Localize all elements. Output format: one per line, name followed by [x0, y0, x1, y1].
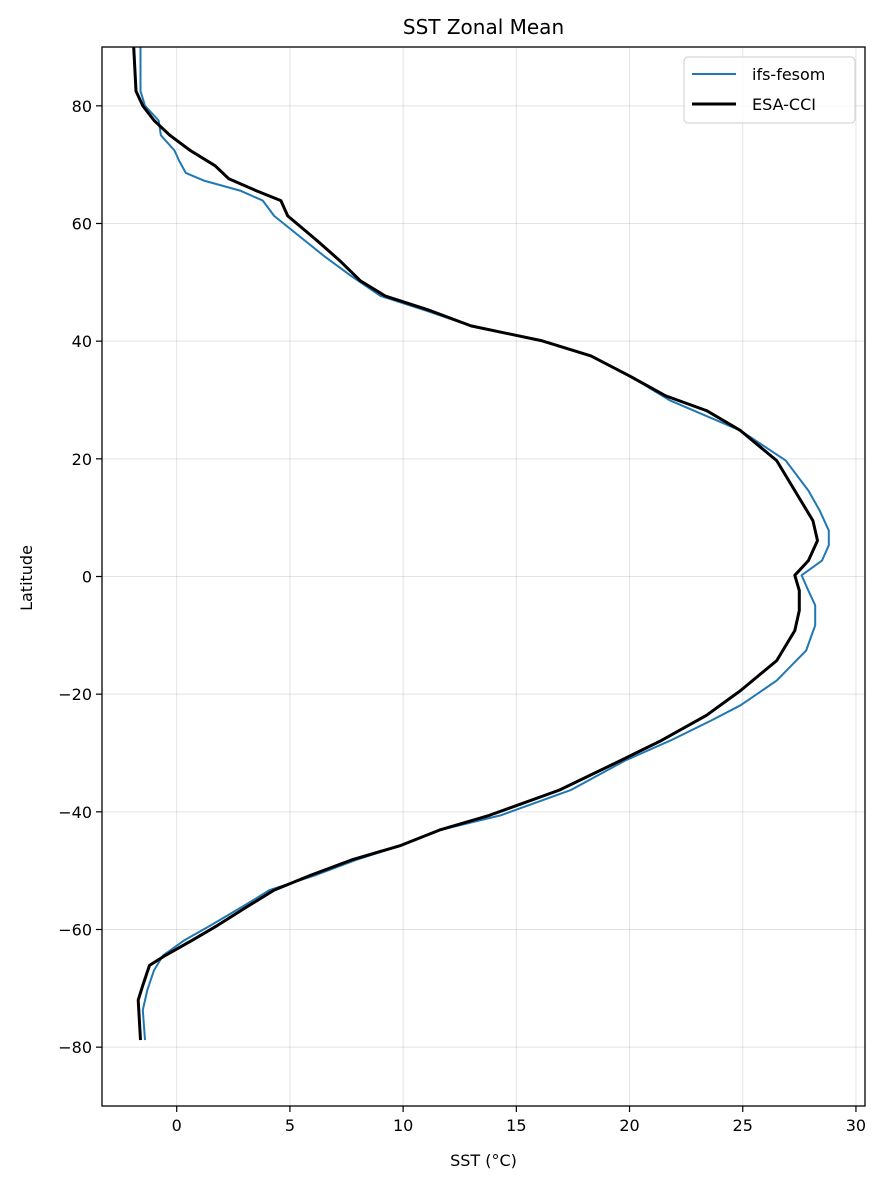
x-tick-label: 10 [393, 1116, 413, 1135]
y-tick-label: 40 [72, 332, 92, 351]
x-tick-label: 25 [733, 1116, 753, 1135]
y-axis-label: Latitude [17, 545, 36, 611]
x-axis-label: SST (°C) [450, 1151, 517, 1170]
x-tick-label: 20 [619, 1116, 639, 1135]
y-tick-label: −80 [58, 1038, 92, 1057]
legend-label-ifs-fesom: ifs-fesom [752, 65, 825, 84]
x-tick-label: 0 [172, 1116, 182, 1135]
y-tick-label: 0 [82, 568, 92, 587]
legend-label-esa-cci: ESA-CCI [752, 95, 816, 114]
x-axis: 0 5 10 15 20 25 30 [172, 1106, 866, 1135]
chart-title: SST Zonal Mean [403, 15, 564, 39]
y-tick-label: 80 [72, 97, 92, 116]
series-line-esa-cci [132, 46, 819, 1041]
x-tick-label: 5 [285, 1116, 295, 1135]
y-tick-label: −20 [58, 685, 92, 704]
x-tick-label: 15 [506, 1116, 526, 1135]
legend: ifs-fesom ESA-CCI [683, 56, 856, 124]
x-tick-label: 30 [846, 1116, 866, 1135]
y-tick-label: 20 [72, 450, 92, 469]
y-axis: −80 −60 −40 −20 0 20 40 60 80 [58, 97, 102, 1057]
y-tick-label: −60 [58, 921, 92, 940]
grid [102, 47, 865, 1106]
y-tick-label: 60 [72, 215, 92, 234]
series-lines [132, 46, 830, 1041]
y-tick-label: −40 [58, 803, 92, 822]
series-line-ifs-fesom [139, 47, 830, 1041]
